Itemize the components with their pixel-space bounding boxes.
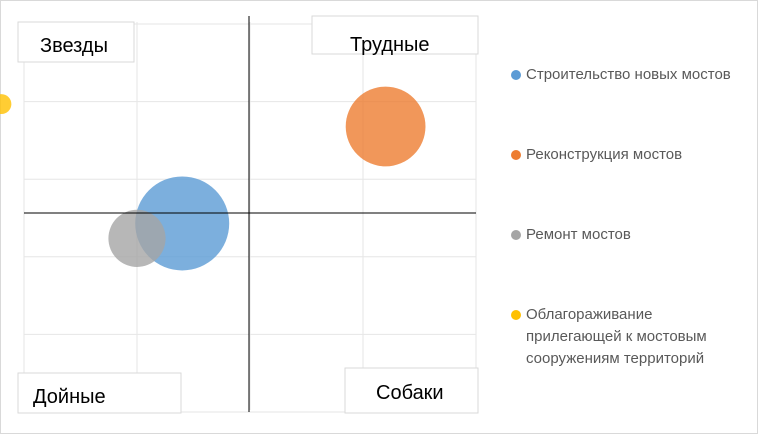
legend-label: Строительство новых мостов — [526, 66, 731, 83]
quadrant-label-text: Трудные — [350, 34, 430, 56]
quadrant-label-bottom-left: Дойные — [17, 372, 182, 414]
legend-marker — [511, 150, 521, 160]
legend-marker — [511, 310, 521, 320]
quadrant-label-bottom-right: Собаки — [344, 367, 479, 414]
quadrant-label-top-right: Трудные — [311, 15, 479, 56]
bubble-2 — [345, 86, 426, 167]
legend-marker — [511, 230, 521, 240]
bubbles — [0, 86, 426, 271]
bubble-3 — [108, 209, 166, 267]
quadrant-label-top-left: Звезды — [17, 21, 135, 63]
quadrant-label-text: Дойные — [33, 386, 106, 408]
axes — [24, 16, 476, 412]
grid — [23, 22, 477, 413]
legend-label: Ремонт мостов — [526, 226, 631, 243]
legend-marker — [511, 70, 521, 80]
legend-label: Облагораживание прилегающей к мостовым с… — [526, 306, 707, 367]
legend-label: Реконструкция мостов — [526, 146, 683, 163]
bubble-4 — [0, 94, 12, 115]
quadrant-label-text: Звезды — [40, 35, 108, 57]
quadrant-label-text: Собаки — [376, 382, 444, 404]
